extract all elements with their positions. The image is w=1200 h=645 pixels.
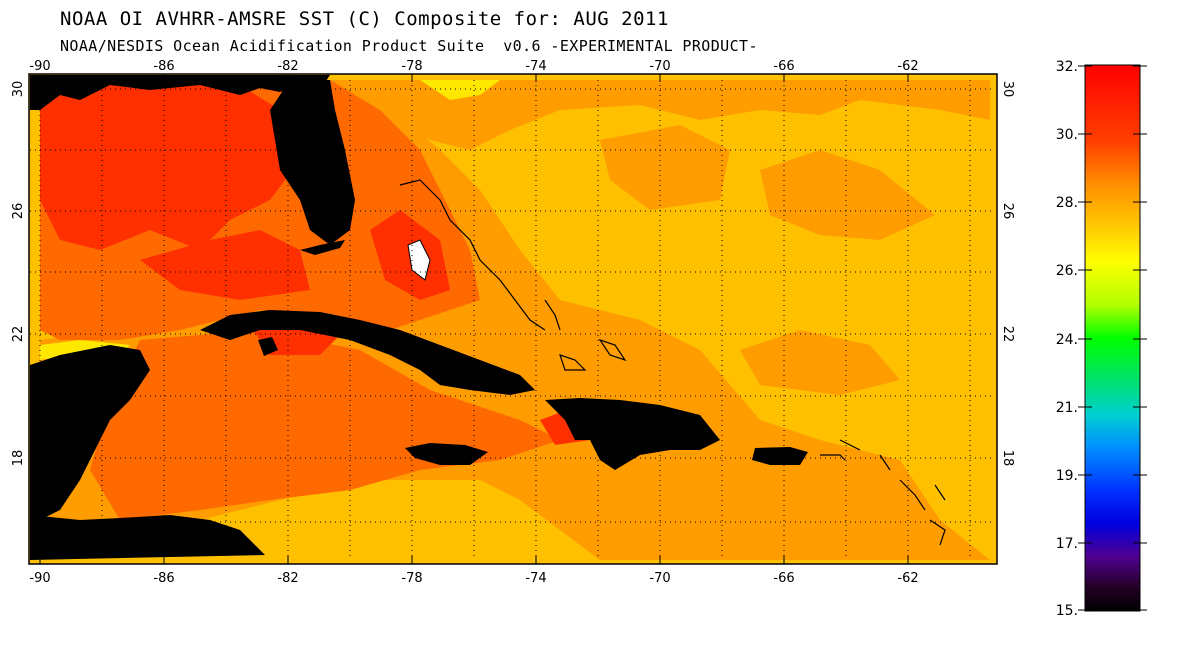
- lat-label-right: 18: [1000, 450, 1015, 467]
- frame-ticks: [39, 74, 909, 564]
- lat-label-left: 18: [11, 450, 26, 467]
- lat-label-right: 22: [1000, 326, 1015, 343]
- island-bahamas-chain: [399, 179, 546, 331]
- lon-label-top: -74: [525, 59, 546, 74]
- lon-label-top: -62: [897, 59, 918, 74]
- sst-field: [40, 80, 990, 560]
- lon-label-bottom: -70: [649, 571, 670, 586]
- islands: [399, 179, 946, 546]
- lat-labels-right: 30 26 22 18: [1000, 81, 1015, 467]
- island-bahamas-east: [544, 299, 561, 331]
- lon-label-bottom: -66: [773, 571, 794, 586]
- sst-region-gulf-core: [40, 85, 300, 250]
- island-turks: [559, 354, 587, 371]
- lon-label-top: -90: [29, 59, 50, 74]
- colorbar-label: 28.: [1056, 195, 1078, 211]
- lon-label-bottom: -62: [897, 571, 918, 586]
- island-lesser-antilles: [839, 439, 946, 546]
- map-border: [28, 73, 998, 565]
- colorbar-label: 30.: [1056, 127, 1078, 143]
- lat-label-left: 26: [11, 203, 26, 220]
- sst-region-yellow-north: [420, 80, 500, 100]
- colorbar-label: 17.: [1056, 536, 1078, 552]
- land-florida: [270, 80, 355, 245]
- lat-labels-left: 30 26 22 18: [11, 81, 26, 467]
- colorbar-ticks: [1078, 65, 1147, 611]
- lon-label-bottom: -86: [153, 571, 174, 586]
- chart-title: NOAA OI AVHRR-AMSRE SST (C) Composite fo…: [60, 8, 669, 30]
- land-us-gulf-coast: [30, 75, 330, 110]
- lon-label-bottom: -90: [29, 571, 50, 586]
- land: [30, 75, 808, 560]
- lon-label-top: -86: [153, 59, 174, 74]
- lon-label-top: -66: [773, 59, 794, 74]
- colorbar-label: 26.: [1056, 263, 1078, 279]
- lon-label-bottom: -74: [525, 571, 546, 586]
- sst-region-gulf-core2: [140, 230, 310, 300]
- lon-label-top: -78: [401, 59, 422, 74]
- land-jamaica: [405, 443, 488, 465]
- land-cuba: [200, 310, 535, 395]
- lon-labels-top: -90 -86 -82 -78 -74 -70 -66 -62: [29, 59, 918, 74]
- lat-label-left: 30: [11, 81, 26, 98]
- island-caicos: [598, 338, 627, 362]
- grid: [30, 80, 995, 560]
- lat-label-right: 26: [1000, 203, 1015, 220]
- land-central-america: [30, 515, 265, 560]
- colorbar-label: 21.: [1056, 400, 1078, 416]
- colorbar-label: 19.: [1056, 468, 1078, 484]
- chart-subtitle: NOAA/NESDIS Ocean Acidification Product …: [60, 37, 758, 55]
- sst-region-east-blob3: [740, 330, 900, 395]
- land-andros: [407, 239, 431, 281]
- land-isla-juventud: [258, 337, 278, 356]
- colorbar-label: 32.: [1056, 59, 1078, 75]
- land-yucatan: [30, 345, 150, 520]
- colorbar: [1084, 64, 1141, 612]
- lon-label-top: -82: [277, 59, 298, 74]
- colorbar-label: 24.: [1056, 332, 1078, 348]
- lon-label-top: -70: [649, 59, 670, 74]
- land-florida-keys: [300, 240, 345, 255]
- lon-label-bottom: -78: [401, 571, 422, 586]
- land-puerto-rico: [752, 447, 808, 465]
- sst-region-west-caribbean: [90, 330, 560, 520]
- lat-label-left: 22: [11, 326, 26, 343]
- lat-label-right: 30: [1000, 81, 1015, 98]
- island-virgin: [820, 454, 846, 461]
- sst-region-east-blob1: [600, 125, 730, 210]
- land-hispaniola: [545, 398, 720, 470]
- sst-region-east-warm: [320, 80, 990, 150]
- colorbar-labels: 32. 30. 28. 26. 24. 21. 19. 17. 15.: [1056, 59, 1078, 619]
- lon-labels-bottom: -90 -86 -82 -78 -74 -70 -66 -62: [29, 571, 918, 586]
- colorbar-label: 15.: [1056, 603, 1078, 619]
- sst-region-east-blob2: [760, 150, 935, 240]
- lon-label-bottom: -82: [277, 571, 298, 586]
